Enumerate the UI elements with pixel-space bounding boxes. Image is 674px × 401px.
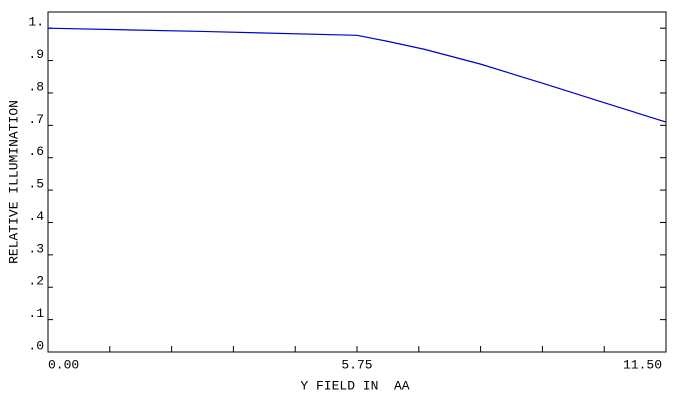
x-axis-label: Y FIELD IN AA	[300, 378, 409, 393]
y-tick-label: .9	[28, 47, 44, 62]
y-tick-label: .0	[28, 338, 44, 353]
y-tick-label: .4	[28, 209, 44, 224]
plot-frame	[47, 11, 667, 353]
x-tick-label: 5.75	[341, 357, 372, 372]
y-tick-label: .3	[28, 241, 44, 256]
y-axis-label: RELATIVE ILLUMINATION	[6, 100, 21, 264]
y-tick-label: 1.	[28, 15, 44, 30]
data-line	[47, 27, 667, 123]
y-tick-label: .1	[28, 306, 44, 321]
x-tick-label: 0.00	[48, 357, 79, 372]
y-tick-label: .6	[28, 144, 44, 159]
y-tick-label: .5	[28, 177, 44, 192]
y-tick-label: .7	[28, 112, 44, 127]
x-tick-label: 11.50	[623, 357, 662, 372]
y-tick-label: .2	[28, 274, 44, 289]
y-tick-label: .8	[28, 79, 44, 94]
